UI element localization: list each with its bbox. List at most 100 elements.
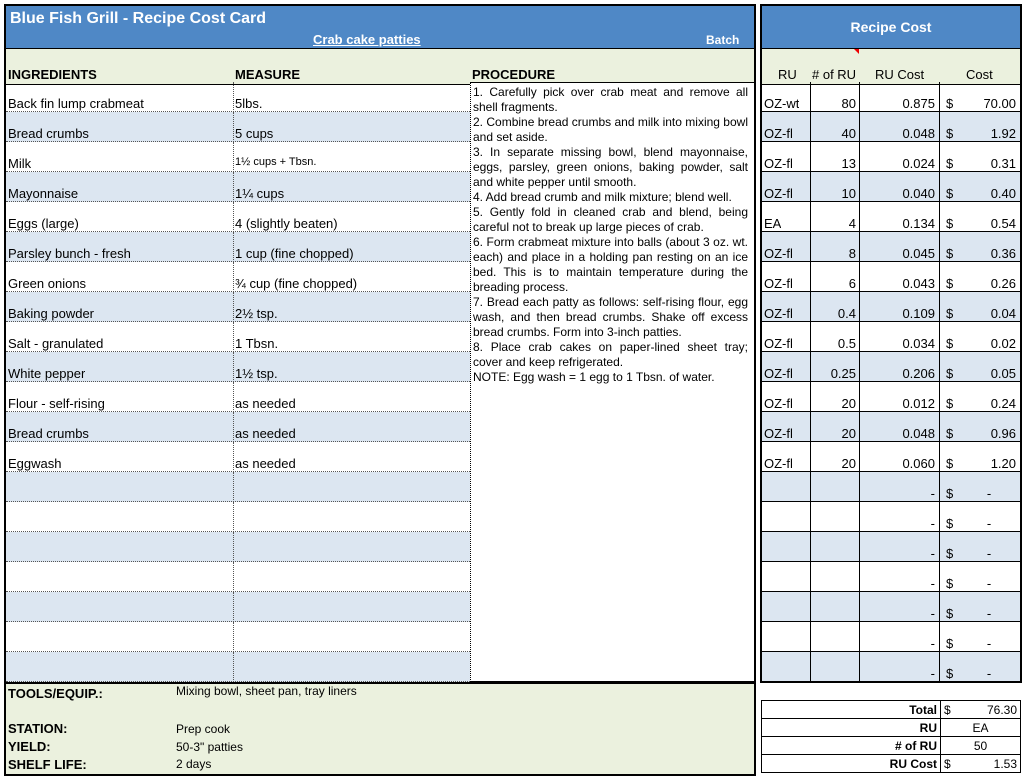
num-ru[interactable]: 4 [848,216,856,231]
ingredient-measure[interactable]: as needed [235,426,296,441]
ingredient-measure[interactable]: 2½ tsp. [235,306,278,321]
num-ru[interactable]: 0.5 [837,336,856,351]
num-ru[interactable]: 20 [841,396,856,411]
shelf-life-value[interactable]: 2 days [176,757,212,771]
column-divider [233,652,234,681]
measure-header: MEASURE [235,67,301,82]
ingredient-name[interactable]: Eggs (large) [8,216,79,231]
recipe-panel: Blue Fish Grill - Recipe Cost Card Crab … [4,4,756,683]
procedure-step: 8. Place crab cakes on paper-lined sheet… [473,340,748,369]
ru-unit[interactable]: OZ-wt [764,96,800,111]
ru-unit[interactable]: OZ-fl [764,126,793,141]
cost-value: - [986,516,992,531]
ingredient-name[interactable]: Green onions [8,276,87,291]
ru-unit[interactable]: OZ-fl [764,156,793,171]
ingredient-measure[interactable]: 1½ tsp. [235,366,278,381]
num-ru-value[interactable]: 50 [940,736,1021,755]
column-divider [233,532,234,561]
ru-unit[interactable]: OZ-fl [764,276,793,291]
cost-currency: $ [946,96,954,111]
ingredient-measure[interactable]: 5 cups [235,126,274,141]
cost-currency: $ [946,606,954,621]
ingredient-measure[interactable]: 5lbs. [235,96,263,111]
ingredient-measure[interactable]: 1½ cups + Tbsn. [235,156,317,168]
ingredient-name[interactable]: Milk [8,156,32,171]
num-ru[interactable]: 8 [848,246,856,261]
column-divider [233,352,234,381]
station-value[interactable]: Prep cook [176,722,231,736]
ru-unit[interactable]: OZ-fl [764,336,793,351]
totals-table: Total $76.30 RU EA # of RU 50 RU Cost $1.53 [761,700,1021,773]
ingredient-measure[interactable]: as needed [235,456,296,471]
column-divider [233,382,234,411]
cost-currency: $ [946,246,954,261]
ingredient-name[interactable]: White pepper [8,366,86,381]
procedure-text[interactable]: 1. Carefully pick over crab meat and rem… [470,82,755,682]
cost-value: 0.36 [990,246,1016,261]
ingredient-name[interactable]: Mayonnaise [8,186,79,201]
ingredient-name[interactable]: Bread crumbs [8,426,89,441]
procedure-step: 4. Add bread crumb and milk mixture; ble… [473,190,732,204]
ru-cost: - [930,546,935,561]
ingredient-measure[interactable]: ¾ cup (fine chopped) [235,276,358,291]
cost-currency: $ [946,636,954,651]
ingredient-row [6,562,470,592]
ru-cost-value[interactable]: $1.53 [940,754,1021,773]
ru-unit[interactable]: OZ-fl [764,186,793,201]
ru-unit[interactable]: OZ-fl [764,246,793,261]
recipe-header: Blue Fish Grill - Recipe Cost Card Crab … [6,6,754,49]
ru-cost: 0.060 [902,456,935,471]
ingredient-row: Parsley bunch - fresh 1 cup (fine choppe… [6,232,470,262]
ru-cost: 0.048 [902,426,935,441]
yield-value[interactable]: 50-3" patties [176,740,243,754]
num-ru[interactable]: 20 [841,426,856,441]
ru-cost: 0.045 [902,246,935,261]
ru-cost: 0.034 [902,336,935,351]
total-value[interactable]: $76.30 [940,700,1021,719]
ingredient-name[interactable]: Eggwash [8,456,62,471]
ingredient-name[interactable]: Bread crumbs [8,126,89,141]
ingredient-name[interactable]: Flour - self-rising [8,396,105,411]
column-divider [233,112,234,141]
ingredient-measure[interactable]: as needed [235,396,296,411]
ingredient-name[interactable]: Parsley bunch - fresh [8,246,131,261]
ru-unit[interactable]: OZ-fl [764,306,793,321]
ru-unit[interactable]: OZ-fl [764,396,793,411]
cost-value: - [986,636,992,651]
num-ru[interactable]: 0.4 [837,306,856,321]
num-ru[interactable]: 40 [841,126,856,141]
ingredient-measure[interactable]: 4 (slightly beaten) [235,216,338,231]
num-ru[interactable]: 10 [841,186,856,201]
ru-value[interactable]: EA [940,718,1021,737]
ingredient-measure[interactable]: 1 Tbsn. [235,336,279,351]
ru-unit[interactable]: OZ-fl [764,456,793,471]
ru-header: RU [778,67,797,82]
num-ru[interactable]: 6 [848,276,856,291]
comment-indicator-icon[interactable] [854,49,859,54]
cost-row: - $ - [762,502,1020,532]
tools-value[interactable]: Mixing bowl, sheet pan, tray liners [176,684,357,698]
ingredient-name[interactable]: Back fin lump crabmeat [8,96,144,111]
cost-value: 70.00 [983,96,1016,111]
num-ru[interactable]: 13 [841,156,856,171]
num-ru[interactable]: 20 [841,456,856,471]
recipe-name[interactable]: Crab cake patties [313,32,421,47]
ru-unit[interactable]: OZ-fl [764,426,793,441]
ingredient-measure[interactable]: 1¼ cups [235,186,285,201]
ingredient-name[interactable]: Salt - granulated [8,336,104,351]
ru-unit[interactable]: EA [764,216,782,231]
num-ru[interactable]: 80 [841,96,856,111]
cost-row: - $ - [762,622,1020,652]
ru-unit[interactable]: OZ-fl [764,366,793,381]
ingredient-name[interactable]: Baking powder [8,306,94,321]
column-divider [233,82,234,111]
ingredient-measure[interactable]: 1 cup (fine chopped) [235,246,354,261]
cost-value: 1.92 [990,126,1016,141]
num-ru[interactable]: 0.25 [830,366,856,381]
cost-currency: $ [946,486,954,501]
ingredient-row: Salt - granulated 1 Tbsn. [6,322,470,352]
ingredient-row [6,532,470,562]
cost-currency: $ [946,516,954,531]
cost-panel: Recipe Cost RU # of RU RU Cost Cost [760,4,1022,683]
